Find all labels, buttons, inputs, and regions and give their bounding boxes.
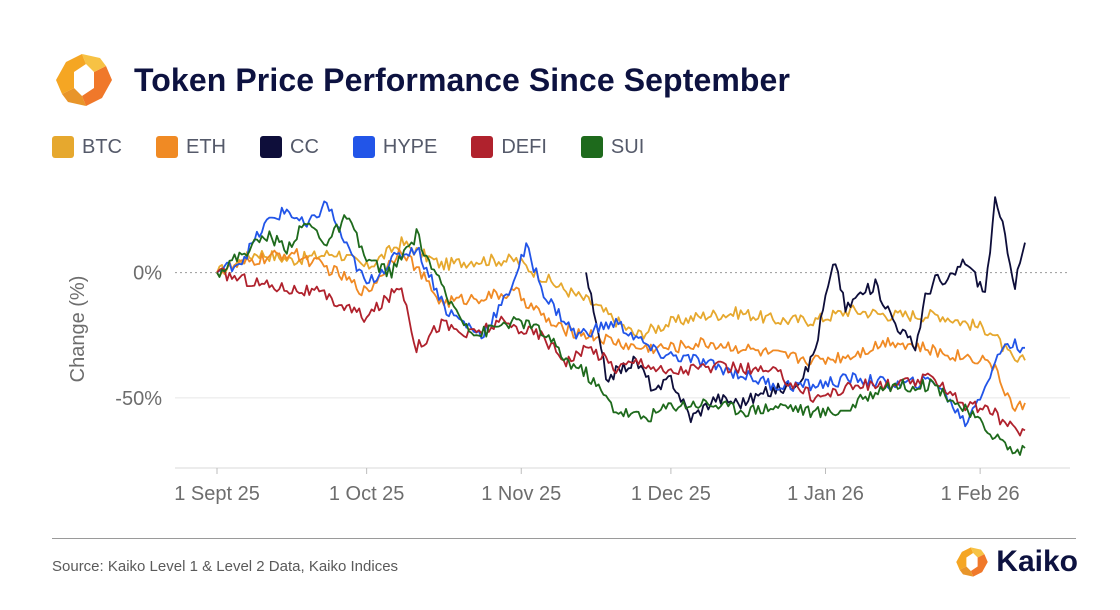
- legend-item-cc: CC: [260, 136, 319, 159]
- legend: BTC ETH CC HYPE DEFI SUI: [52, 134, 678, 160]
- brand-logo: Kaiko: [954, 545, 1078, 579]
- legend-swatch: [352, 136, 375, 158]
- kaiko-logo-icon: [956, 547, 989, 577]
- x-tick-label: 1 Feb 26: [941, 483, 1020, 505]
- legend-item-defi: DEFI: [471, 136, 547, 159]
- legend-swatch: [52, 136, 74, 158]
- series-line-btc: [216, 236, 1026, 363]
- legend-label: CC: [290, 135, 319, 158]
- x-tick-label: 1 Oct 25: [329, 483, 405, 505]
- legend-swatch: [580, 136, 603, 158]
- legend-label: DEFI: [501, 135, 547, 158]
- legend-item-eth: ETH: [156, 136, 226, 159]
- legend-label: HYPE: [382, 135, 438, 158]
- series-line-defi: [216, 267, 1026, 437]
- y-axis-title: Change (%): [67, 276, 89, 383]
- line-chart: 0% -50% 1 Sept 25 1 Oct 25 1 Nov 25 1 Dec 25 1…: [67, 196, 1070, 505]
- source-note: Source: Kaiko Level 1 & Level 2 Data, Ka…: [52, 558, 399, 575]
- legend-label: BTC: [82, 135, 122, 158]
- y-tick-label: -50%: [115, 388, 162, 410]
- legend-label: SUI: [610, 135, 645, 158]
- legend-label: ETH: [186, 135, 226, 158]
- x-tick-label: 1 Nov 25: [481, 483, 561, 505]
- legend-item-btc: BTC: [52, 136, 122, 159]
- legend-swatch: [471, 136, 494, 158]
- legend-swatch: [156, 136, 178, 158]
- header: Token Price Performance Since September: [52, 48, 790, 112]
- brand-name: Kaiko: [996, 545, 1078, 578]
- legend-item-sui: SUI: [580, 135, 645, 159]
- footer-divider: [52, 538, 1076, 539]
- series-line-sui: [216, 214, 1026, 456]
- kaiko-logo-icon: [56, 54, 112, 106]
- series-line-cc: [585, 196, 1026, 424]
- y-tick-label: 0%: [133, 263, 162, 285]
- legend-item-hype: HYPE: [352, 135, 438, 159]
- legend-swatch: [260, 136, 282, 158]
- chart-title: Token Price Performance Since September: [134, 61, 791, 98]
- x-tick-label: 1 Sept 25: [174, 483, 260, 505]
- series-line-eth: [216, 248, 1026, 412]
- x-tick-label: 1 Dec 25: [631, 483, 711, 505]
- x-tick-label: 1 Jan 26: [787, 483, 864, 505]
